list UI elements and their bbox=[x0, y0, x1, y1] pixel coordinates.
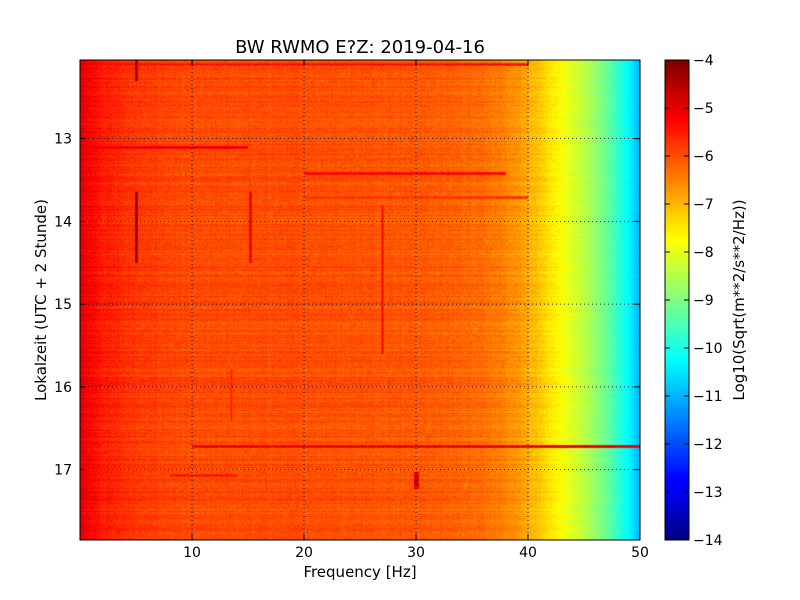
plot-area bbox=[80, 60, 640, 540]
colorbar: −4 −5 −6 −7 −8 −9 −10 −11 −12 −13 −14 Log10(Sqrt(m… bbox=[664, 53, 748, 549]
y-axis-title: Lokalzeit (UTC + 2 Stunde) bbox=[32, 199, 50, 401]
colorbar-tick-label: −6 bbox=[693, 149, 714, 165]
x-tick-label: 30 bbox=[407, 545, 425, 561]
plot-frame bbox=[79, 59, 641, 541]
y-tick-label: 13 bbox=[54, 132, 72, 148]
colorbar-label: Log10(Sqrt(m**2/s**2/Hz)) bbox=[730, 199, 748, 400]
colorbar-tick-label: −13 bbox=[693, 485, 723, 501]
colorbar-tick-label: −9 bbox=[693, 293, 714, 309]
colorbar-tick-label: −12 bbox=[693, 437, 723, 453]
colorbar-tick-label: −8 bbox=[693, 245, 714, 261]
y-tick-label: 15 bbox=[54, 297, 72, 313]
colorbar-ticks: −4 −5 −6 −7 −8 −9 −10 −11 −12 −13 −14 bbox=[665, 53, 723, 549]
x-axis: 10 20 30 40 50 bbox=[183, 60, 649, 561]
y-tick-label: 14 bbox=[54, 214, 72, 230]
chart-title: BW RWMO E?Z: 2019-04-16 bbox=[235, 37, 485, 58]
x-tick-label: 20 bbox=[295, 545, 313, 561]
colorbar-tick-label: −10 bbox=[693, 341, 723, 357]
colorbar-tick-label: −5 bbox=[693, 101, 714, 117]
colorbar-tick-label: −11 bbox=[693, 389, 723, 405]
x-tick-label: 50 bbox=[631, 545, 649, 561]
x-tick-label: 10 bbox=[183, 545, 201, 561]
y-tick-label: 17 bbox=[54, 463, 72, 479]
heatmap-canvas bbox=[80, 60, 640, 540]
x-tick-label: 40 bbox=[519, 545, 537, 561]
colorbar-tick-label: −7 bbox=[693, 197, 714, 213]
colorbar-tick-label: −14 bbox=[693, 533, 723, 549]
x-axis-title: Frequency [Hz] bbox=[303, 563, 416, 581]
colorbar-tick-label: −4 bbox=[693, 53, 714, 69]
y-axis: 13 14 15 16 17 bbox=[54, 132, 640, 479]
grid-lines bbox=[80, 60, 640, 540]
y-tick-label: 16 bbox=[54, 380, 72, 396]
